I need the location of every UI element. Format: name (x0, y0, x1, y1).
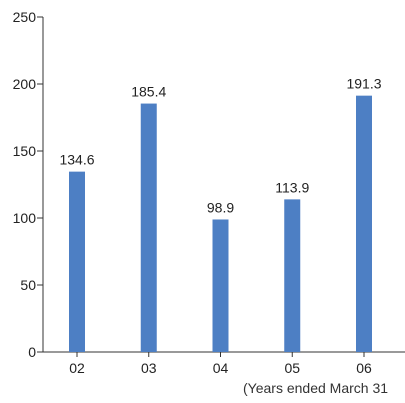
y-axis-ticks: 0 50 100 150 200 250 (13, 9, 43, 360)
data-label-03: 185.4 (131, 84, 166, 100)
bar-04 (212, 219, 229, 352)
data-label-06: 191.3 (346, 76, 381, 92)
bar-02 (69, 171, 85, 352)
bar-03 (140, 103, 157, 353)
y-tick-label: 150 (13, 143, 37, 159)
y-tick-label: 50 (20, 277, 36, 293)
y-tick-label: 200 (13, 76, 37, 92)
data-label-02: 134.6 (59, 152, 94, 168)
bar-05 (284, 199, 301, 352)
x-tick-label-02: 02 (69, 360, 85, 376)
x-tick-label-06: 06 (356, 360, 372, 376)
x-tick-label-04: 04 (213, 360, 229, 376)
x-axis-ticks: 02 03 04 05 06 (69, 352, 372, 376)
bar-06 (356, 95, 372, 353)
data-label-04: 98.9 (207, 199, 234, 215)
y-tick-label: 0 (28, 344, 36, 360)
bars-group: 134.6 185.4 98.9 113.9 191.3 (59, 76, 382, 353)
data-label-05: 113.9 (275, 179, 309, 195)
y-tick-label: 250 (13, 9, 37, 25)
x-axis-caption: (Years ended March 31 (243, 380, 388, 396)
x-tick-label-03: 03 (141, 360, 157, 376)
y-tick-label: 100 (13, 210, 37, 226)
x-tick-label-05: 05 (284, 360, 300, 376)
